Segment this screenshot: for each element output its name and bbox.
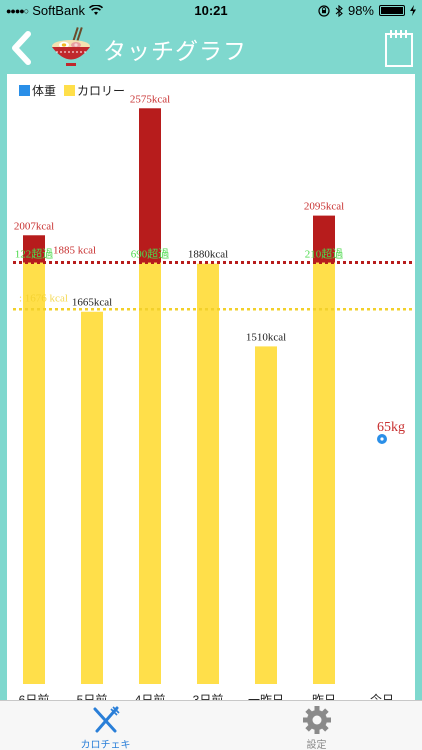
calorie-bar [255,346,277,684]
over-label: 690超過 [131,247,170,261]
chevron-left-icon[interactable] [8,30,36,66]
tab-settings[interactable]: 設定 [211,701,422,750]
carrier-info: ●●●●○ SoftBank [6,3,103,18]
category-label: 昨日 [312,693,336,700]
tab-calorie-check[interactable]: カロチェキ [0,701,211,750]
category-label: 今日 [370,692,394,700]
signal-strength-icon: ●●●●○ [6,5,29,16]
chart-panel: 体重 カロリー 1885 kcal : 1676 kcal 2007kcal 1665kc… [7,74,415,700]
notepad-icon[interactable] [384,28,414,68]
fork-knife-icon [93,706,120,733]
category-label: 6日前 [19,692,50,700]
target-label: 1885 kcal [53,245,96,257]
tab-label: 設定 [306,740,327,750]
value-label: 1880kcal [188,249,228,261]
calorie-chart[interactable]: 体重 カロリー 1885 kcal : 1676 kcal 2007kcal 1665kc… [7,74,415,700]
status-right: 98% [318,3,416,18]
battery-icon [379,5,405,16]
calorie-bar [139,262,161,684]
value-label: 2575kcal [130,93,170,105]
wifi-icon [88,5,103,15]
calorie-bar [197,263,219,684]
category-label: 5日前 [77,692,108,700]
category-label: 3日前 [193,692,224,700]
value-label: 1510kcal [246,331,286,343]
carrier-name: SoftBank [32,3,85,18]
weight-label: 65kg [377,420,405,435]
legend-swatch [64,85,75,96]
category-label: 4日前 [135,692,166,700]
over-label: 122超過 [15,247,54,261]
category-label: 一昨日 [248,693,284,700]
value-label: 2095kcal [304,201,344,213]
calorie-bar [81,311,103,684]
legend-label: カロリー [77,84,125,98]
weight-point-center [380,437,384,441]
calorie-bar [313,262,335,684]
value-label: 1665kcal [72,297,112,309]
over-target-bar [139,108,161,263]
battery-percent: 98% [347,3,374,18]
over-target-bar [23,235,45,263]
page-title: タッチグラフ [103,38,247,64]
value-label: 2007kcal [14,220,54,232]
ramen-bowl-icon [49,25,93,69]
gear-icon [302,706,331,734]
tab-bar: カロチェキ 設定 [0,700,422,750]
clock: 10:21 [194,3,228,18]
legend-label: 体重 [32,84,56,98]
average-label: : 1676 kcal [19,292,68,304]
charging-icon [410,5,416,16]
orientation-lock-icon [318,4,330,17]
nav-bar: タッチグラフ [0,22,422,74]
tab-label: カロチェキ [80,740,131,750]
bluetooth-icon [335,4,343,17]
legend-swatch [19,85,30,96]
over-target-bar [313,215,335,263]
over-label: 210超過 [305,247,344,261]
calorie-bar [23,262,45,684]
status-bar: ●●●●○ SoftBank 10:21 98% [0,0,422,22]
